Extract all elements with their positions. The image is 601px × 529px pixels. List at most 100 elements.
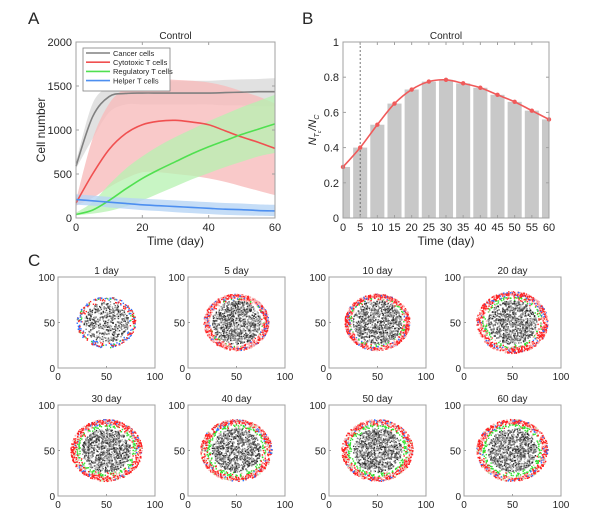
cancer-cell-dot (368, 336, 371, 339)
cancer-cell-dot (104, 322, 107, 325)
cancer-cell-dot (374, 336, 376, 339)
cell-dot (404, 308, 407, 310)
cell-dot (242, 296, 245, 298)
cell-dot (240, 299, 243, 301)
cancer-cell-dot (254, 324, 256, 326)
cancer-cell-dot (229, 336, 231, 339)
cancer-cell-dot (376, 332, 378, 335)
cancer-cell-dot (123, 309, 125, 312)
cancer-cell-dot (89, 308, 91, 311)
cell-dot (536, 313, 539, 316)
cancer-cell-dot (107, 329, 109, 331)
cancer-cell-dot (242, 302, 244, 305)
cell-dot (364, 295, 367, 297)
cancer-cell-dot (233, 312, 235, 314)
cancer-cell-dot (94, 317, 97, 319)
ratio-point (357, 145, 363, 150)
cell-dot (208, 314, 210, 317)
cancer-cell-dot (223, 303, 226, 305)
cancer-cell-dot (220, 321, 222, 324)
cancer-cell-dot (363, 312, 366, 314)
cancer-cell-dot (377, 321, 379, 323)
cell-dot (361, 303, 363, 306)
cancer-cell-dot (375, 312, 378, 315)
cell-dot (265, 323, 268, 325)
cell-dot (79, 319, 82, 321)
cell-dot (349, 306, 352, 308)
cell-dot (351, 334, 354, 336)
cancer-cell-dot (257, 315, 260, 318)
cancer-cell-dot (243, 312, 245, 315)
cell-dot (223, 300, 226, 303)
cell-dot (384, 347, 386, 350)
cancer-cell-dot (223, 338, 225, 341)
cancer-cell-dot (398, 321, 400, 324)
cell-dot (400, 340, 403, 342)
cell-dot (84, 336, 86, 338)
cancer-cell-dot (378, 324, 381, 327)
cancer-cell-dot (238, 317, 241, 320)
cancer-cell-dot (212, 317, 215, 320)
cell-dot (408, 321, 410, 324)
cell-dot (211, 304, 213, 306)
cell-dot (347, 313, 350, 316)
cancer-cell-dot (98, 326, 100, 328)
cell-dot (113, 344, 115, 346)
cancer-cell-dot (121, 309, 123, 311)
legend-entry: Helper T cells (113, 76, 159, 85)
cell-dot (403, 328, 406, 330)
cell-dot (347, 332, 349, 335)
cancer-cell-dot (390, 323, 392, 325)
cancer-cell-dot (356, 333, 359, 336)
cell-dot (382, 295, 385, 298)
cancer-cell-dot (360, 326, 363, 329)
cancer-cell-dot (361, 335, 363, 338)
cancer-cell-dot (225, 310, 227, 312)
cell-dot (379, 347, 381, 350)
cell-dot (253, 343, 256, 345)
cancer-cell-dot (249, 336, 251, 339)
line-cytotoxic-t-cells (75, 119, 276, 204)
cancer-cell-dot (246, 336, 249, 338)
cancer-cell-dot (358, 327, 361, 329)
y-tick-label: 50 (315, 319, 327, 330)
cell-dot (229, 343, 231, 345)
cancer-cell-dot (381, 332, 383, 335)
cancer-cell-dot (243, 330, 245, 332)
cell-dot (240, 349, 242, 352)
cell-dot (363, 343, 366, 345)
cell-dot (128, 313, 131, 315)
cancer-cell-dot (249, 326, 252, 328)
cell-dot (358, 343, 360, 345)
cell-dot (105, 344, 107, 346)
cancer-cell-dot (114, 327, 116, 329)
cancer-cell-dot (389, 322, 391, 324)
cell-dot (389, 298, 391, 300)
cell-dot (130, 308, 133, 311)
cancer-cell-dot (105, 316, 108, 319)
cancer-cell-dot (237, 321, 239, 324)
cell-dot (208, 331, 210, 334)
cancer-cell-dot (362, 326, 364, 328)
cell-dot (224, 295, 226, 298)
cancer-cell-dot (86, 317, 89, 320)
cell-dot (219, 345, 221, 348)
cell-dot (216, 303, 219, 306)
cell-dot (405, 311, 407, 314)
cancer-cell-dot (380, 326, 383, 328)
cancer-cell-dot (127, 322, 130, 324)
cell-dot (213, 341, 216, 343)
cell-dot (230, 298, 233, 301)
cancer-cell-dot (392, 319, 394, 321)
panel-b-ylabel: NTc/NC (307, 114, 323, 146)
cell-dot (258, 339, 261, 341)
cell-dot (352, 337, 355, 340)
cancer-cell-dot (252, 326, 254, 329)
bar (473, 87, 488, 218)
cell-dot (346, 316, 348, 318)
cancer-cell-dot (251, 324, 253, 326)
cell-dot (534, 312, 537, 314)
x-tick-label: 50 (101, 372, 113, 383)
cell-dot (375, 296, 377, 298)
